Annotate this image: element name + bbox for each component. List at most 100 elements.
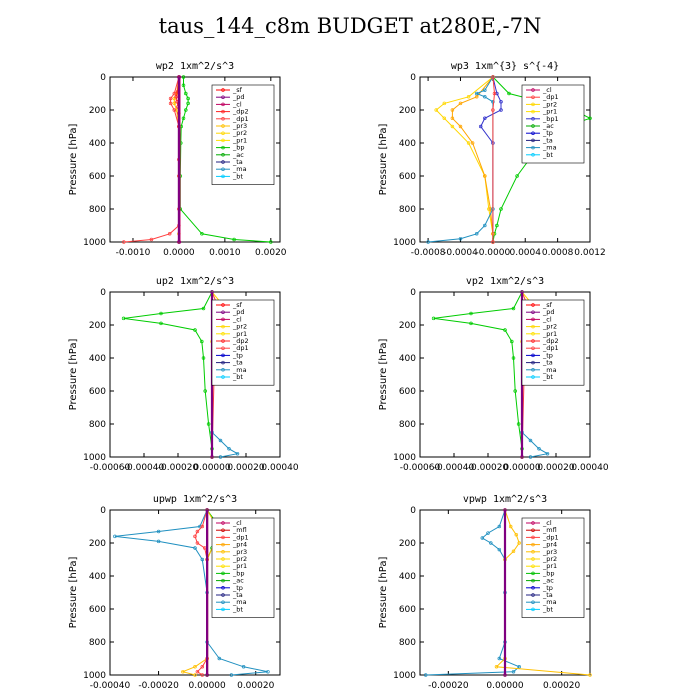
chart-title: up2 1xm^2/s^3 xyxy=(156,276,234,287)
x-tick-label: 0.00000 xyxy=(486,681,523,691)
x-tick-label: -0.00060 xyxy=(400,463,441,473)
series-point xyxy=(205,673,209,677)
legend-marker xyxy=(531,528,535,532)
y-tick-label: 1000 xyxy=(83,238,106,248)
series-point xyxy=(172,108,177,112)
series-point xyxy=(181,116,186,121)
legend-marker xyxy=(221,593,225,597)
legend-marker xyxy=(221,160,225,164)
series-point xyxy=(458,101,463,106)
legend-marker xyxy=(221,117,225,121)
y-tick-label: 400 xyxy=(89,354,106,364)
legend-label: _bt xyxy=(232,605,243,613)
legend-label: _tp xyxy=(232,351,243,359)
series-point xyxy=(483,88,487,92)
y-tick-label: 800 xyxy=(89,638,106,648)
legend-marker xyxy=(221,109,225,114)
legend-label: _pr1 xyxy=(542,108,557,116)
legend-marker xyxy=(531,586,535,590)
series-point xyxy=(181,75,186,79)
legend-marker xyxy=(531,521,535,525)
chart-title: upwp 1xm^2/s^3 xyxy=(153,494,237,505)
legend-label: _pr1 xyxy=(232,562,247,570)
series-point xyxy=(172,101,177,106)
series-point xyxy=(218,455,223,459)
legend-label: _cl xyxy=(542,86,552,94)
series-point xyxy=(486,531,490,535)
legend-label: _bp xyxy=(232,144,245,152)
plot-frame xyxy=(109,291,281,458)
series-point xyxy=(483,174,487,178)
series-point xyxy=(186,101,190,106)
legend-label: _mfl xyxy=(232,526,247,534)
legend-marker xyxy=(221,95,225,99)
legend-marker xyxy=(531,564,535,568)
y-tick-label: 200 xyxy=(89,321,106,331)
legend-label: _bt xyxy=(542,151,553,159)
series-point xyxy=(507,91,511,96)
series-point xyxy=(442,116,447,121)
series-point xyxy=(181,83,186,88)
x-tick-label: -0.00060 xyxy=(90,463,131,473)
legend-label: _ac xyxy=(232,151,244,159)
y-tick-label: 200 xyxy=(89,539,106,549)
y-tick-label: 0 xyxy=(100,506,106,516)
chart-panel-5: upwp 1xm^2/s^3 0 200 400 600 800 1000-0.00040-… xyxy=(68,494,281,691)
series-point xyxy=(195,541,200,545)
legend-label: _pr2 xyxy=(232,323,247,331)
chart-panel-2: wp3 1xm^{3} s^{-4}02004006008001000-0.00… xyxy=(378,61,606,258)
y-tick-label: 800 xyxy=(399,205,416,215)
chart-title: vpwp 1xm^2/s^3 xyxy=(463,494,547,505)
series-point xyxy=(442,101,447,106)
x-tick-label: 0.00040 xyxy=(261,463,298,473)
legend-marker xyxy=(531,593,535,597)
series-point xyxy=(497,656,502,661)
chart-panel-3: up2 1xm^2/s^302004006008001000-0.00060-0… xyxy=(68,276,299,473)
legend-marker xyxy=(531,317,535,322)
y-tick-label: 1000 xyxy=(393,238,416,248)
y-tick-label: 800 xyxy=(399,420,416,430)
series-point xyxy=(514,533,519,537)
series-point xyxy=(474,232,479,236)
series-point xyxy=(491,108,495,112)
legend-label: _bt xyxy=(542,373,553,381)
series-point xyxy=(503,328,507,332)
series-point xyxy=(200,524,205,529)
legend-label: _tp xyxy=(542,351,553,359)
legend-marker xyxy=(531,310,535,314)
series-point xyxy=(474,91,479,96)
legend-label: _pr3 xyxy=(542,548,557,556)
y-tick-label: 800 xyxy=(89,420,106,430)
legend-label: _pr2 xyxy=(542,323,557,331)
legend-label: _cl xyxy=(542,519,552,527)
series-point xyxy=(545,451,550,456)
series-point xyxy=(450,108,455,112)
legend-marker xyxy=(221,124,225,128)
series-point xyxy=(203,389,207,393)
series-point xyxy=(168,96,173,101)
legend-marker xyxy=(221,550,225,554)
legend-marker xyxy=(531,102,535,107)
legend-label: _pd xyxy=(232,308,245,316)
series-point xyxy=(491,100,495,104)
series-point xyxy=(497,547,502,552)
legend-marker xyxy=(221,564,225,568)
legend-label: _bt xyxy=(232,172,243,180)
series-point xyxy=(434,108,438,112)
legend-label: _pr1 xyxy=(232,136,247,144)
series-point xyxy=(184,108,188,112)
series-point xyxy=(210,290,214,294)
legend-marker xyxy=(221,145,225,150)
x-tick-label: -0.00020 xyxy=(428,681,469,691)
legend-label: _dp1 xyxy=(232,533,249,541)
legend-marker xyxy=(221,153,225,157)
y-tick-label: 600 xyxy=(89,387,106,397)
y-tick-label: 400 xyxy=(399,354,416,364)
series-point xyxy=(232,237,236,242)
legend-label: _dp2 xyxy=(542,337,559,345)
legend-label: _pr1 xyxy=(542,562,557,570)
legend-label: _ma xyxy=(542,144,557,152)
series-point xyxy=(218,438,223,443)
x-tick-label: 0.00000 xyxy=(193,463,230,473)
series-point xyxy=(201,306,206,311)
